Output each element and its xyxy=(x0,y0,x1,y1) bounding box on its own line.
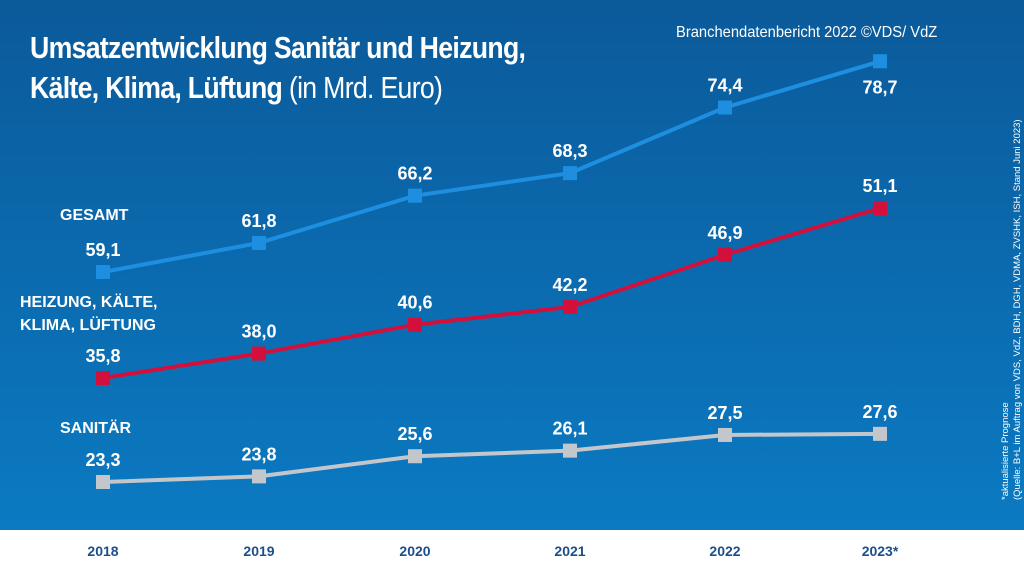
series-label-gesamt: GESAMT xyxy=(60,207,129,224)
data-point xyxy=(408,188,422,203)
data-point xyxy=(718,100,732,115)
series-label-heizung: HEIZUNG, KÄLTE, KLIMA, LÜFTUNG xyxy=(20,291,157,337)
series-line-1 xyxy=(102,206,881,380)
x-tick-label: 2023* xyxy=(862,543,899,559)
data-label: 61,8 xyxy=(241,211,276,231)
data-label: 51,1 xyxy=(862,176,897,196)
data-point xyxy=(873,54,887,69)
data-label: 46,9 xyxy=(707,223,742,243)
x-tick-label: 2019 xyxy=(243,543,274,559)
title-line2: Kälte, Klima, Lüftung xyxy=(30,70,283,105)
chart-title: Umsatzentwicklung Sanitär und Heizung, Kä… xyxy=(30,28,526,108)
data-label: 59,1 xyxy=(85,240,120,260)
title-line1: Umsatzentwicklung Sanitär und Heizung, xyxy=(30,30,526,65)
data-point xyxy=(96,475,110,489)
data-point xyxy=(96,265,110,279)
data-point xyxy=(718,427,732,442)
data-label: 27,5 xyxy=(707,403,742,423)
data-label: 35,8 xyxy=(85,346,120,366)
data-label: 78,7 xyxy=(862,77,897,97)
series-label-heizung-line2: KLIMA, LÜFTUNG xyxy=(20,317,156,334)
chart-background xyxy=(0,0,1024,530)
data-point xyxy=(873,201,887,216)
data-point xyxy=(563,443,577,458)
data-label: 27,6 xyxy=(862,402,897,422)
data-label: 23,8 xyxy=(241,444,276,464)
data-label: 42,2 xyxy=(552,275,587,295)
series-label-heizung-line1: HEIZUNG, KÄLTE, xyxy=(20,294,158,311)
data-point xyxy=(408,317,422,332)
data-point xyxy=(96,371,110,385)
data-point xyxy=(563,166,577,181)
data-point xyxy=(718,247,732,262)
x-tick-label: 2018 xyxy=(87,543,118,559)
x-tick-label: 2020 xyxy=(399,543,430,559)
data-point xyxy=(408,449,422,464)
data-point xyxy=(563,299,577,314)
data-label: 25,6 xyxy=(397,424,432,444)
brand-credit: Branchendatenbericht 2022 ©VDS/ VdZ xyxy=(676,24,938,41)
data-label: 40,6 xyxy=(397,293,432,313)
data-label: 26,1 xyxy=(552,419,587,439)
series-label-sanitaer: SANITÄR xyxy=(60,420,132,437)
data-label: 23,3 xyxy=(85,450,120,470)
data-point xyxy=(252,235,266,250)
series-line-0 xyxy=(102,59,881,274)
data-point xyxy=(873,426,887,441)
series-line-2 xyxy=(102,431,881,484)
x-tick-label: 2021 xyxy=(554,543,585,559)
data-label: 68,3 xyxy=(552,141,587,161)
data-label: 38,0 xyxy=(241,322,276,342)
title-unit: (in Mrd. Euro) xyxy=(288,70,443,105)
data-label: 74,4 xyxy=(707,76,742,96)
data-point xyxy=(252,346,266,361)
data-label: 66,2 xyxy=(397,164,432,184)
data-point xyxy=(252,469,266,484)
x-tick-label: 2022 xyxy=(709,543,740,559)
